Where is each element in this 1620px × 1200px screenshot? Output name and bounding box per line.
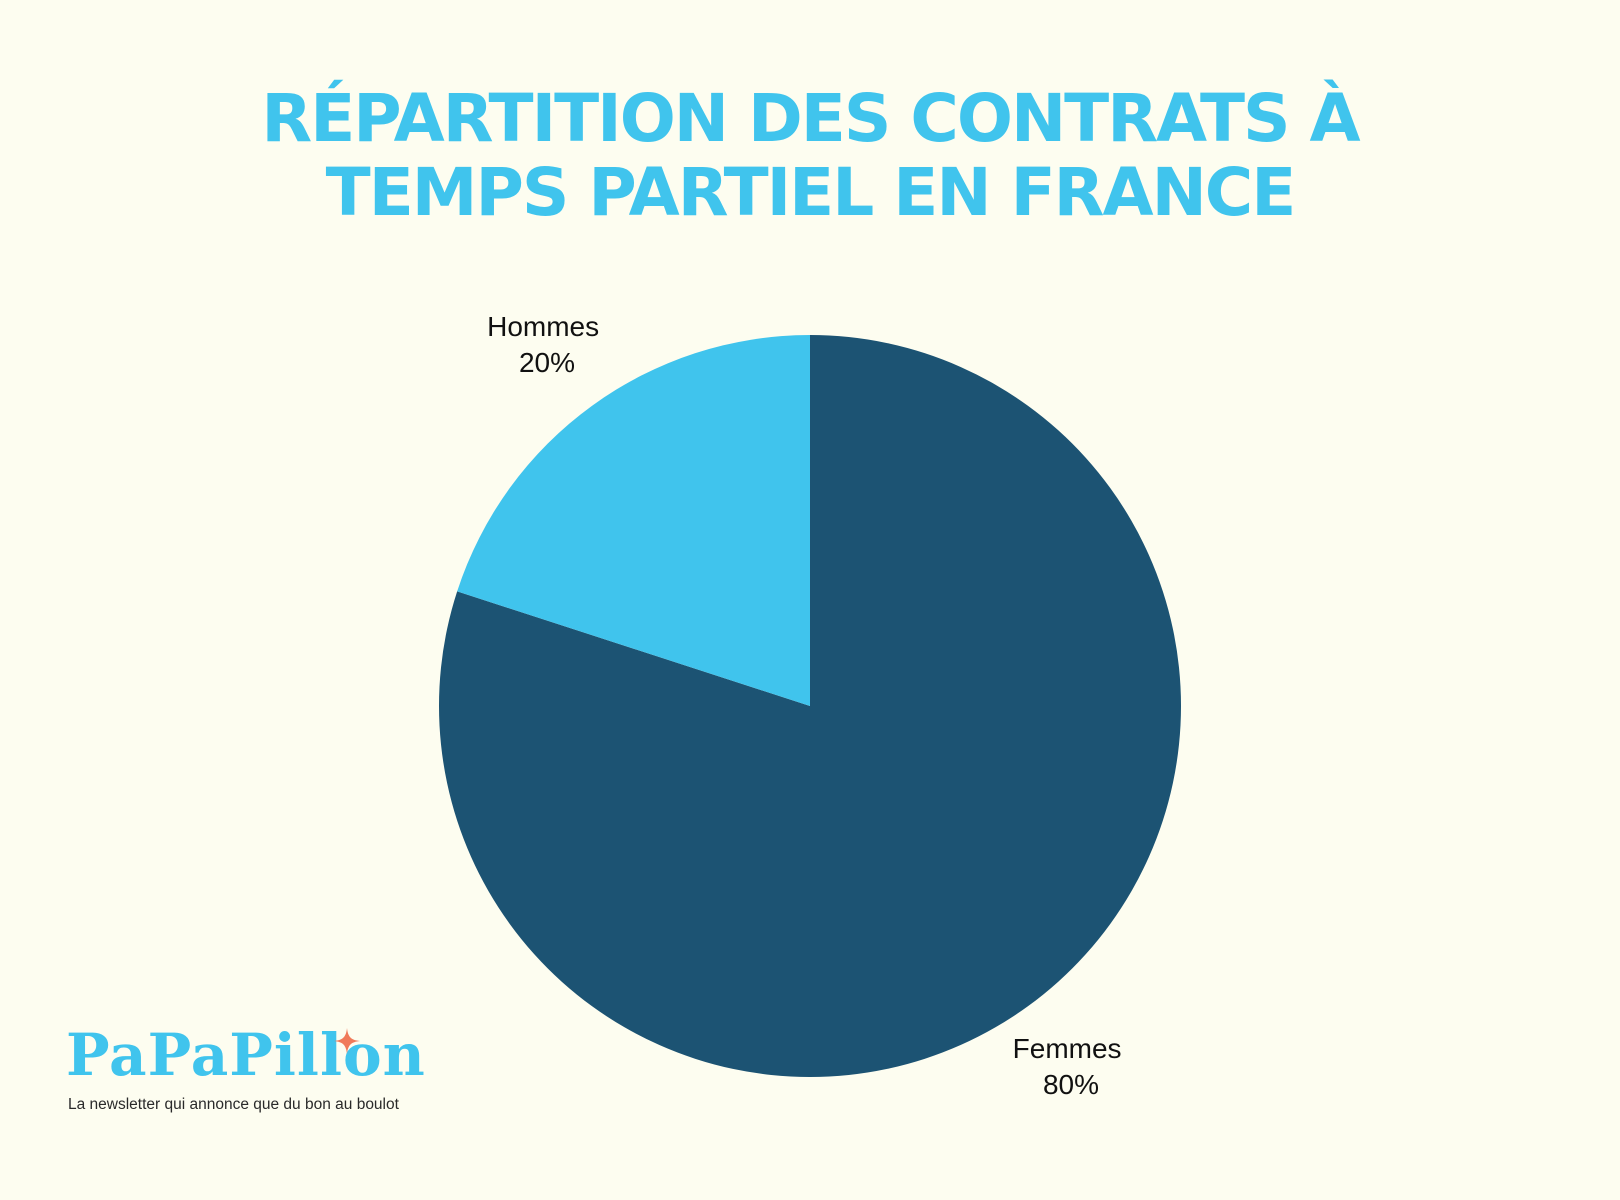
chart-title-line-2: TEMPS PARTIEL EN FRANCE (325, 154, 1297, 231)
slice-label-hommes-name: Hommes (487, 311, 599, 342)
slice-label-femmes-value: 80% (1043, 1069, 1099, 1100)
slice-label-hommes-value: 20% (519, 347, 575, 378)
logo-wordmark: PaPaPillon (66, 1021, 426, 1089)
pie-slices (439, 335, 1182, 1077)
pie-slice-hommes (457, 335, 810, 706)
chart-title: RÉPARTITION DES CONTRATS À TEMPS PARTIEL… (0, 82, 1620, 230)
slice-label-hommes: Hommes 20% (487, 311, 607, 378)
brand-logo: PaPaPillon La newsletter qui annonce que… (66, 1020, 466, 1120)
pie-slice-femmes (439, 335, 1182, 1077)
chart-title-line-1: RÉPARTITION DES CONTRATS À (261, 80, 1360, 157)
slice-label-femmes: Femmes 80% (1013, 1033, 1130, 1100)
logo-tagline: La newsletter qui annonce que du bon au … (68, 1096, 399, 1113)
four-point-star-icon (334, 1028, 360, 1054)
slice-label-femmes-name: Femmes (1013, 1033, 1122, 1064)
